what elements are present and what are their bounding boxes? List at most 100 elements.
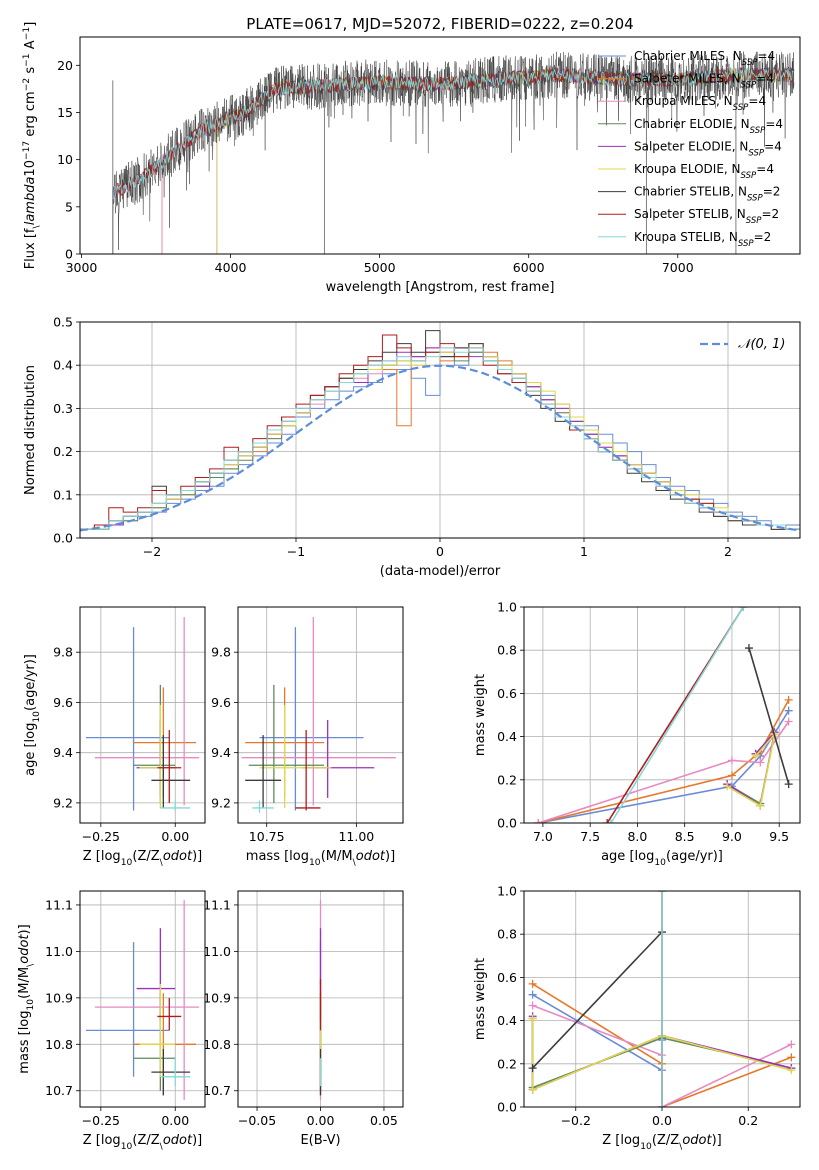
x-tick-label: −2 <box>143 544 161 559</box>
legend-entry: Salpeter STELIB, NSSP =2 <box>634 207 779 226</box>
errorbar-point <box>295 730 321 811</box>
x-axis-label: mass [log10 (M/M\ odot)] <box>246 849 395 868</box>
y-tick-label: 9.2 <box>211 795 231 810</box>
weight-line <box>538 710 790 823</box>
x-axis-label: E(B-V) <box>300 1133 340 1148</box>
weight-marker <box>787 1066 796 1075</box>
y-axis-label: mass weight <box>473 958 488 1040</box>
x-tick-label: 0 <box>436 544 444 559</box>
weight-marker <box>658 891 666 895</box>
y-tick-label: 20 <box>57 58 73 73</box>
y-tick-label: 9.6 <box>211 695 231 710</box>
x-tick-label: −0.25 <box>82 1113 120 1128</box>
x-tick-label: 9.5 <box>769 829 789 844</box>
y-axis-label: Normed distribution <box>23 365 38 495</box>
weight-line <box>610 607 744 823</box>
panel-mass_vs_Z: −0.25 0.00 10.7 10.8 10.9 11.0 11.1 Z [log10 (Z… <box>17 890 206 1152</box>
weight-line <box>532 994 663 1072</box>
panel-weight_vs_Z: −0.2 0.0 0.2 0.0 0.2 0.4 0.6 0.8 1.0 Z [log10 (Z/… <box>473 884 801 1152</box>
y-tick-label: 10 <box>57 152 73 167</box>
x-tick-label: 2 <box>724 544 732 559</box>
x-axis-label: Z [log10 (Z/Z\ odot)] <box>83 849 203 868</box>
x-tick-label: 3000 <box>66 260 98 275</box>
errorbar-point <box>151 735 191 808</box>
errorbars <box>85 900 200 1101</box>
y-tick-label: 10.8 <box>203 1037 231 1052</box>
weight-marker <box>751 752 760 761</box>
weight-marker <box>727 756 736 765</box>
legend-entry: Chabrier ELODIE, NSSP =4 <box>634 117 783 136</box>
panel-residuals: −2 −1 0 1 2 0.0 0.1 0.2 0.3 0.4 0.5 (data-model)/er… <box>23 315 801 579</box>
weight-lines <box>528 891 796 1107</box>
weight-line <box>532 931 663 1069</box>
y-axis-label: mass [log10 (M/M\ odot)] <box>17 924 36 1073</box>
weight-line <box>537 721 790 823</box>
histogram-step <box>80 351 800 535</box>
x-tick-label: 0.00 <box>161 1113 189 1128</box>
axes-frame <box>79 890 206 1108</box>
histograms <box>80 330 800 535</box>
y-tick-label: 11.0 <box>45 944 73 959</box>
errorbar-point <box>85 942 170 1077</box>
y-axis-label: age [log10 (age/yr)] <box>23 654 42 776</box>
y-tick-label: 1.0 <box>497 884 517 899</box>
weight-line <box>726 731 776 807</box>
panel-weight_vs_age: 7.0 7.5 8.0 8.5 9.0 9.5 0.0 0.2 0.4 0.6 0.8 1.0 age … <box>473 600 801 868</box>
x-tick-label: 10.75 <box>249 829 285 844</box>
panel-spectrum: 3000 4000 5000 6000 7000 0 5 10 15 20 wavelength [… <box>22 22 801 295</box>
errorbar-point <box>259 704 332 808</box>
y-tick-label: 0.0 <box>497 1100 517 1115</box>
weight-line <box>531 1018 792 1091</box>
legend-entry: Chabrier MILES, NSSP =4 <box>634 49 775 68</box>
weight-marker <box>739 607 748 611</box>
y-tick-label: 0.2 <box>497 1056 517 1071</box>
weight-marker <box>528 1085 537 1094</box>
x-tick-label: 0.00 <box>307 1113 335 1128</box>
panel-mass_vs_EBV: −0.05 0.00 0.05 10.7 10.8 10.9 11.0 11.1 E(B-V) <box>203 890 404 1148</box>
errorbar-point <box>157 730 182 803</box>
plot-area-age_vs_Z <box>85 617 200 811</box>
errorbars <box>241 617 396 813</box>
axes-frame <box>237 606 404 824</box>
weight-marker <box>534 819 543 823</box>
figure-title: PLATE=0617, MJD=52072, FIBERID=0222, z=0… <box>246 15 633 33</box>
x-tick-label: −0.05 <box>238 1113 276 1128</box>
y-tick-label: 0.5 <box>53 315 73 330</box>
legend-entry: Salpeter ELODIE, NSSP =4 <box>634 139 782 158</box>
y-tick-label: 9.8 <box>53 645 73 660</box>
x-tick-label: 6000 <box>513 260 545 275</box>
y-tick-label: 10.9 <box>203 990 231 1005</box>
weight-marker <box>784 706 793 715</box>
weight-marker <box>784 717 793 726</box>
x-axis-label: age [log10 (age/yr)] <box>601 849 723 868</box>
errorbar-point <box>94 617 200 806</box>
y-tick-label: 0.4 <box>497 1013 517 1028</box>
legend-entry: 𝒩(0, 1) <box>738 337 785 352</box>
weight-marker <box>723 782 732 791</box>
x-tick-label: −0.25 <box>82 829 120 844</box>
plot-area-weight_vs_Z <box>528 891 796 1107</box>
weight-marker <box>528 1001 537 1010</box>
x-axis-label: Z [log10 (Z/Z\ odot)] <box>83 1133 203 1152</box>
y-tick-label: 10.9 <box>45 990 73 1005</box>
errorbar-point <box>248 684 325 803</box>
errorbar-point <box>94 900 200 1101</box>
weight-marker <box>756 801 765 810</box>
y-tick-label: 9.2 <box>53 795 73 810</box>
weight-marker <box>727 771 736 780</box>
x-tick-label: −1 <box>287 544 305 559</box>
x-tick-label: 5000 <box>364 260 396 275</box>
errorbar-point <box>160 800 191 811</box>
y-tick-label: 0.4 <box>497 729 517 744</box>
y-axis-label: Flux [f\ lambda10−17 erg cm−2 s−1 A−1 ] <box>22 22 42 270</box>
y-tick-label: 0.1 <box>53 487 73 502</box>
weight-marker <box>528 1014 537 1023</box>
errorbar-point <box>85 627 170 811</box>
legend-residuals: 𝒩(0, 1) <box>700 337 785 352</box>
weight-marker <box>528 979 537 988</box>
errorbar-point <box>157 997 182 1031</box>
legend-spectrum: Chabrier MILES, NSSP =4 Salpeter MILES, N… <box>598 49 783 249</box>
axes-frame <box>237 890 404 1108</box>
errorbars <box>85 617 200 811</box>
